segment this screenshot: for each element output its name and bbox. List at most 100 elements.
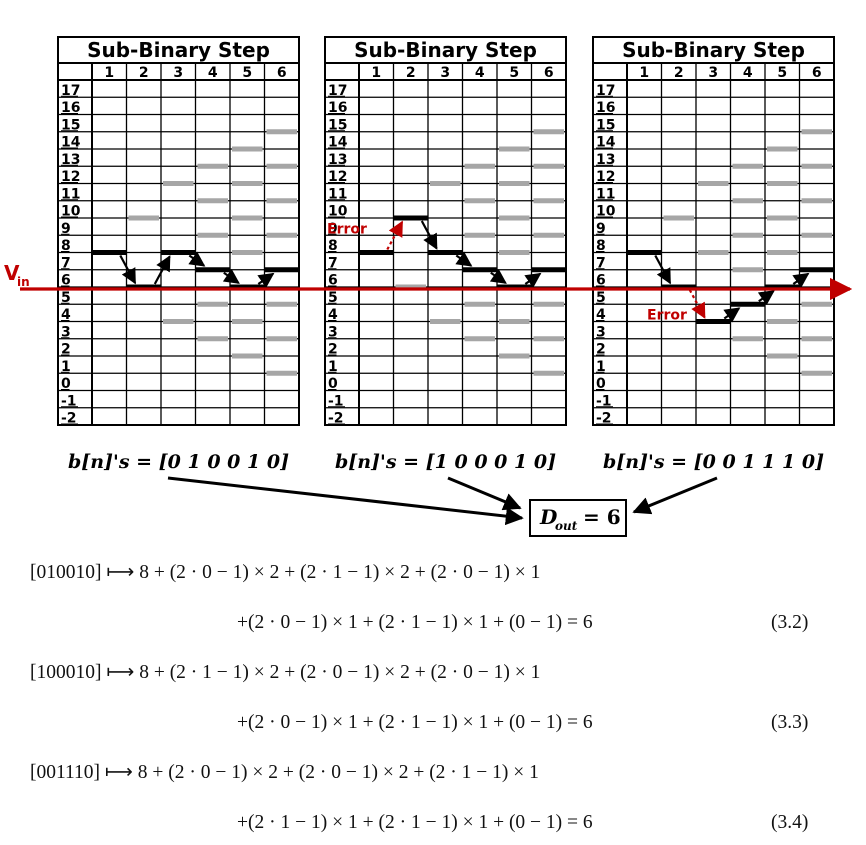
level-label-1: 1: [328, 359, 338, 375]
candidate-level-mark: [232, 181, 263, 186]
level-label-17: 17: [596, 83, 615, 99]
equation-3-2-line-1: [010010] ⟼ 8 + (2 · 0 − 1) × 2 + (2 · 1 …: [30, 562, 541, 583]
decision-level-bar: [92, 250, 127, 255]
step-header-4: 4: [743, 65, 753, 81]
level-label--2: -2: [596, 411, 612, 427]
level-label-14: 14: [61, 135, 81, 151]
level-label-5: 5: [596, 290, 606, 306]
level-label-9: 9: [61, 221, 71, 237]
level-label-15: 15: [61, 117, 80, 133]
error-label: Error: [647, 308, 687, 324]
step-header-4: 4: [208, 65, 218, 81]
candidate-level-mark: [128, 215, 159, 221]
level-label-10: 10: [596, 204, 616, 220]
decision-level-bar: [195, 267, 230, 273]
panel-title: Sub-Binary Step: [354, 38, 537, 62]
level-label-3: 3: [596, 324, 606, 340]
step-arrow: [455, 251, 473, 267]
candidate-level-mark: [163, 319, 194, 324]
level-label-4: 4: [596, 307, 606, 323]
candidate-level-mark: [464, 232, 495, 238]
candidate-level-mark: [197, 232, 228, 238]
level-label--1: -1: [596, 393, 612, 409]
level-label-12: 12: [61, 169, 80, 185]
dout-label: D: [539, 505, 558, 529]
candidate-level-mark: [430, 319, 461, 324]
step-arrow: [654, 254, 672, 285]
error-arrow: [386, 220, 404, 251]
candidate-level-mark: [767, 181, 798, 186]
step-header-4: 4: [475, 65, 485, 81]
equation-3-3-number: (3.3): [771, 712, 809, 733]
step-arrow: [222, 268, 240, 284]
candidate-level-mark: [197, 301, 228, 307]
equation-3-4-number: (3.4): [771, 812, 809, 833]
dout-box: [529, 499, 627, 537]
candidate-level-mark: [801, 370, 832, 376]
bits-label: b[n]'s = [0 1 0 0 1 0]: [68, 451, 289, 473]
candidate-level-mark: [732, 336, 763, 342]
candidate-level-mark: [533, 232, 564, 238]
panel-border: [324, 36, 567, 426]
candidate-level-mark: [767, 250, 798, 255]
candidate-level-mark: [266, 163, 297, 169]
level-label-3: 3: [61, 324, 71, 340]
candidate-level-mark: [801, 336, 832, 342]
level-label-14: 14: [328, 135, 348, 151]
candidate-level-mark: [266, 232, 297, 238]
candidate-level-mark: [163, 181, 194, 186]
candidate-level-mark: [533, 336, 564, 342]
level-label-11: 11: [61, 186, 80, 202]
decision-level-bar: [126, 284, 161, 290]
candidate-level-mark: [801, 129, 832, 135]
level-label--1: -1: [61, 393, 77, 409]
step-arrow: [257, 272, 275, 288]
panel-title: Sub-Binary Step: [87, 38, 270, 62]
bits-to-dout-arrow: [167, 476, 524, 526]
decision-level-bar: [531, 267, 566, 273]
candidate-level-mark: [499, 319, 530, 324]
level-label-13: 13: [61, 152, 80, 168]
level-label-5: 5: [61, 290, 71, 306]
level-label--2: -2: [61, 411, 77, 427]
candidate-level-mark: [499, 250, 530, 255]
level-label-1: 1: [596, 359, 606, 375]
candidate-level-mark: [732, 232, 763, 238]
candidate-level-mark: [430, 181, 461, 186]
level-label-9: 9: [596, 221, 606, 237]
error-arrow: [688, 289, 706, 319]
level-label-3: 3: [328, 324, 338, 340]
level-label-16: 16: [61, 100, 80, 116]
decision-level-bar: [264, 267, 299, 273]
equation-3-3-line-2: +(2 · 0 − 1) × 1 + (2 · 1 − 1) × 1 + (0 …: [237, 712, 593, 733]
step-header-6: 6: [812, 65, 822, 81]
candidate-level-mark: [499, 215, 530, 221]
equation-3-2-line-2: +(2 · 0 − 1) × 1 + (2 · 1 − 1) × 1 + (0 …: [237, 612, 593, 633]
candidate-level-mark: [232, 319, 263, 324]
level-label-15: 15: [596, 117, 615, 133]
level-label-10: 10: [328, 204, 348, 220]
candidate-level-mark: [499, 353, 530, 359]
level-label--1: -1: [328, 393, 344, 409]
decision-level-bar: [627, 250, 662, 255]
candidate-level-mark: [698, 181, 729, 186]
step-arrow: [757, 290, 775, 306]
candidate-level-mark: [232, 146, 263, 152]
vin-label: V: [4, 261, 20, 285]
step-header-5: 5: [777, 65, 787, 81]
level-label-7: 7: [328, 255, 338, 271]
bits-to-dout-arrow: [447, 476, 522, 511]
candidate-level-mark: [801, 232, 832, 238]
level-label-17: 17: [61, 83, 80, 99]
level-label-8: 8: [61, 238, 71, 254]
decision-level-bar: [230, 284, 265, 290]
step-arrow: [188, 251, 206, 267]
candidate-level-mark: [266, 129, 297, 135]
level-label-15: 15: [328, 117, 347, 133]
step-arrow: [119, 254, 137, 285]
step-header-3: 3: [440, 65, 450, 81]
candidate-level-mark: [767, 215, 798, 221]
decision-level-bar: [497, 284, 532, 290]
